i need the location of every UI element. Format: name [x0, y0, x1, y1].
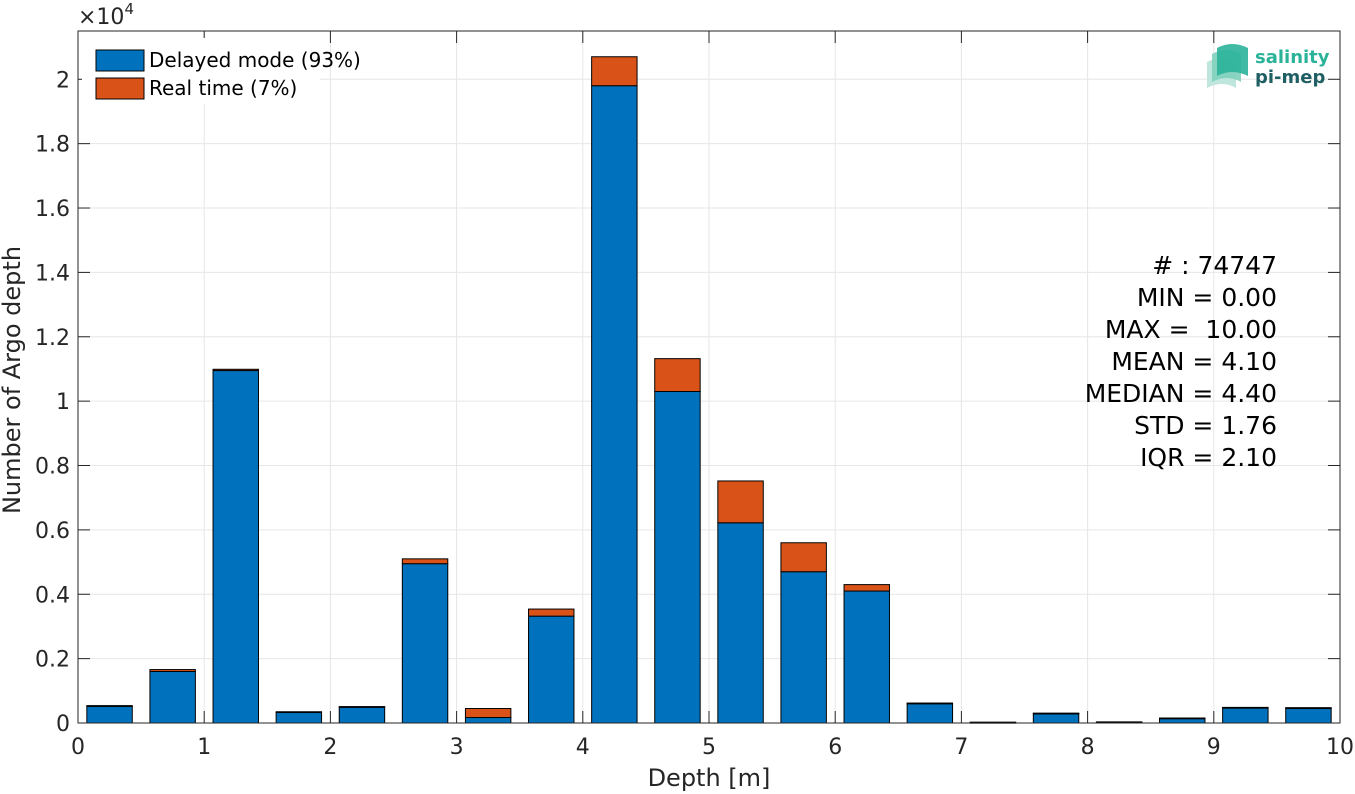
bar-real-time: [1159, 717, 1206, 720]
x-tick-label: 7: [954, 735, 968, 760]
stats-annotations: # : 74747 MIN = 0.00 MAX = 10.00 MEAN = …: [1085, 251, 1277, 472]
bar-real-time: [528, 608, 575, 617]
legend-label-delayed-mode: Delayed mode (93%): [149, 48, 361, 72]
bars: [86, 56, 1332, 724]
legend: Delayed mode (93%) Real time (7%): [82, 38, 361, 104]
y-tick-label: 0.4: [35, 583, 70, 608]
stat-mean: MEAN = 4.10: [1111, 347, 1277, 376]
y-tick-label: 1: [56, 390, 70, 415]
bar-real-time: [86, 705, 133, 707]
bar-real-time: [338, 706, 386, 708]
y-tick-label: 1.4: [35, 261, 70, 286]
y-exponent-power: 4: [124, 0, 134, 18]
stat-min: MIN = 0.00: [1137, 283, 1277, 312]
bar-real-time: [780, 542, 827, 573]
y-exponent-label: ×104: [78, 0, 134, 30]
tick-labels: 0 1 2 3 4 5 6 7 8 9 10 0 0.2 0.4 0.6 0.8 1 1.2 1.4 1.6 1.8 2: [35, 68, 1354, 760]
bar-real-time: [1285, 707, 1332, 710]
x-tick-label: 5: [702, 735, 716, 760]
salinity-pi-mep-logo: salinity pi-mep: [1207, 44, 1330, 88]
stat-std: STD = 1.76: [1134, 411, 1277, 440]
y-tick-label: 1.6: [35, 197, 70, 222]
bar-real-time: [149, 669, 196, 673]
x-axis-label: Depth [m]: [648, 764, 771, 792]
axes: [77, 30, 1341, 724]
y-tick-label: 2: [56, 68, 70, 93]
bar-delayed-mode: [1222, 707, 1269, 724]
bar-real-time: [1032, 712, 1080, 715]
bar-delayed-mode: [843, 590, 890, 724]
y-tick-label: 0.6: [35, 519, 70, 544]
grid-lines: [77, 31, 1341, 724]
bar-delayed-mode: [401, 563, 449, 724]
bar-delayed-mode: [591, 85, 638, 724]
stat-iqr: IQR = 2.10: [1140, 443, 1277, 472]
bar-delayed-mode: [212, 370, 259, 724]
bar-real-time: [275, 711, 323, 714]
x-tick-label: 4: [576, 735, 590, 760]
legend-label-real-time: Real time (7%): [149, 76, 297, 100]
stat-count: # : 74747: [1152, 251, 1277, 280]
x-tick-label: 8: [1081, 735, 1095, 760]
y-tick-label: 1.2: [35, 326, 70, 351]
bar-real-time: [401, 558, 449, 565]
y-axis-label: Number of Argo depth: [0, 246, 26, 514]
bar-real-time: [717, 480, 764, 524]
bar-delayed-mode: [654, 390, 701, 724]
x-tick-label: 10: [1326, 735, 1354, 760]
bar-real-time: [464, 708, 512, 719]
bar-delayed-mode: [1285, 707, 1332, 724]
bar-delayed-mode: [906, 703, 954, 724]
y-tick-label: 0.8: [35, 455, 70, 480]
logo-text-salinity: salinity: [1255, 47, 1330, 68]
bar-real-time: [906, 702, 954, 705]
legend-swatch-delayed-mode: [95, 49, 145, 72]
bar-delayed-mode: [86, 705, 133, 724]
x-tick-label: 9: [1207, 735, 1221, 760]
logo-text-pi-mep: pi-mep: [1255, 67, 1325, 88]
y-tick-label: 0.2: [35, 648, 70, 673]
x-tick-label: 6: [828, 735, 842, 760]
x-tick-label: 3: [450, 735, 464, 760]
x-tick-label: 1: [197, 735, 211, 760]
x-tick-label: 2: [323, 735, 337, 760]
bar-real-time: [843, 584, 890, 592]
bar-delayed-mode: [149, 671, 196, 724]
bar-real-time: [591, 56, 638, 87]
logo-wave-icon: [1207, 44, 1248, 88]
bar-real-time: [212, 368, 259, 372]
bar-delayed-mode: [338, 706, 386, 724]
y-tick-label: 1.8: [35, 133, 70, 158]
bar-delayed-mode: [464, 717, 512, 724]
y-tick-label: 0: [56, 712, 70, 737]
bar-delayed-mode: [528, 615, 575, 724]
y-exponent-base: ×10: [78, 5, 124, 30]
bar-real-time: [1222, 706, 1269, 709]
stat-max: MAX = 10.00: [1105, 315, 1277, 344]
bar-delayed-mode: [717, 522, 764, 724]
stat-median: MEDIAN = 4.40: [1085, 379, 1277, 408]
x-tick-label: 0: [71, 735, 85, 760]
bar-delayed-mode: [275, 711, 323, 724]
legend-swatch-real-time: [95, 77, 145, 100]
bar-delayed-mode: [780, 571, 827, 724]
bar-delayed-mode: [1032, 712, 1080, 724]
bar-real-time: [654, 358, 701, 392]
